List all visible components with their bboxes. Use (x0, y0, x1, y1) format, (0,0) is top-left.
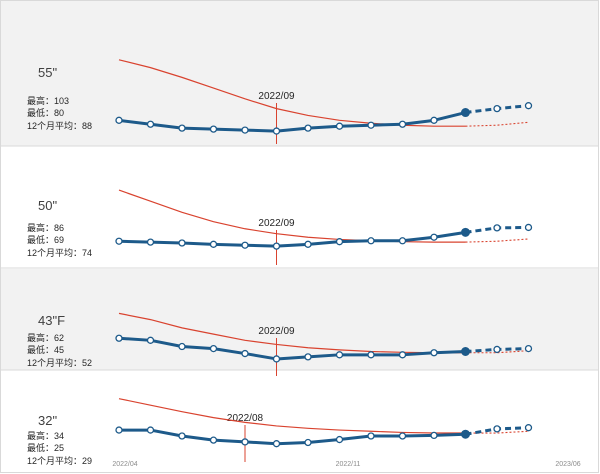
price-point (304, 124, 312, 132)
size-label: 43"F (38, 313, 65, 328)
price-forecast-point (524, 223, 533, 232)
price-point (335, 435, 344, 444)
price-point (335, 351, 344, 359)
price-point (209, 125, 218, 133)
price-point (367, 237, 375, 245)
stat-avg: 12个月平均：29 (27, 455, 92, 466)
price-line (119, 428, 466, 446)
size-label: 55" (38, 65, 57, 80)
price-forecast-point (524, 424, 533, 432)
price-point-current (461, 347, 470, 356)
price-point (430, 233, 438, 241)
price-point (241, 126, 249, 134)
price-point (335, 122, 344, 130)
price-forecast-point (493, 425, 501, 433)
stat-min: 最低：69 (27, 234, 64, 245)
price-point (304, 240, 312, 248)
price-point (115, 237, 123, 245)
price-point (178, 239, 186, 247)
price-point (241, 438, 249, 446)
price-point-current (461, 108, 470, 118)
panel-background (1, 269, 598, 370)
panel-background (1, 1, 598, 146)
price-forecast-point (493, 224, 501, 232)
price-point (272, 355, 281, 363)
price-point (430, 349, 438, 357)
price-point-current (461, 429, 470, 439)
price-point (178, 432, 186, 440)
x-tick-label: 2023/06 (555, 461, 580, 468)
price-point (146, 336, 155, 344)
annotation-label: 2022/08 (227, 413, 264, 424)
price-point (209, 436, 218, 444)
trend-line (118, 59, 466, 127)
price-point (272, 127, 281, 135)
price-point (241, 241, 249, 249)
price-point (241, 349, 249, 358)
stat-avg: 12个月平均：88 (27, 120, 92, 131)
trend-forecast-line (465, 238, 529, 243)
stat-min: 最低：80 (27, 107, 64, 118)
price-point-current (461, 227, 470, 237)
size-label: 32" (38, 413, 57, 428)
price-point (178, 342, 186, 351)
trend-line (118, 398, 466, 434)
price-point (272, 242, 281, 250)
price-point (398, 432, 407, 440)
price-point (146, 120, 155, 128)
price-point (115, 334, 123, 342)
stat-max: 最高：86 (27, 222, 64, 233)
price-point (209, 240, 218, 248)
price-point (367, 432, 375, 440)
price-forecast-point (524, 344, 533, 353)
price-line (118, 336, 466, 361)
trend-forecast-line (465, 121, 529, 127)
price-point (367, 121, 375, 129)
size-label: 50" (38, 198, 57, 213)
price-line (118, 230, 466, 248)
price-forecast-point (493, 345, 501, 354)
price-point (178, 124, 186, 132)
price-point (304, 353, 312, 361)
price-point (115, 116, 123, 124)
price-point (146, 426, 155, 434)
price-line (118, 111, 466, 133)
price-point (304, 438, 312, 447)
stat-min: 最低：25 (27, 442, 64, 453)
price-forecast-point (524, 102, 533, 110)
price-point (209, 344, 218, 353)
price-point (398, 237, 407, 245)
trend-forecast-line (465, 350, 529, 354)
price-point (115, 426, 123, 434)
price-point (398, 351, 407, 359)
stat-avg: 12个月平均：74 (27, 247, 92, 258)
trend-forecast-line (465, 430, 529, 434)
stat-max: 最高：62 (27, 332, 64, 343)
stat-avg: 12个月平均：52 (27, 357, 92, 368)
stat-min: 最低：45 (27, 344, 64, 355)
x-tick-label: 2022/11 (336, 461, 361, 468)
annotation-label: 2022/09 (258, 91, 295, 102)
trend-line (118, 312, 466, 354)
price-point (335, 238, 344, 246)
price-point (272, 440, 281, 448)
stat-max: 最高：103 (27, 95, 69, 106)
price-point (430, 116, 438, 124)
annotation-label: 2022/09 (258, 218, 295, 229)
price-point (367, 351, 375, 359)
price-forecast-point (493, 104, 501, 113)
stat-max: 最高：34 (27, 430, 64, 441)
trend-line (118, 189, 466, 243)
annotation-label: 2022/09 (258, 326, 295, 337)
price-point (430, 431, 438, 440)
price-point (146, 238, 155, 246)
price-point (398, 120, 407, 128)
x-tick-label: 2022/04 (112, 461, 137, 468)
